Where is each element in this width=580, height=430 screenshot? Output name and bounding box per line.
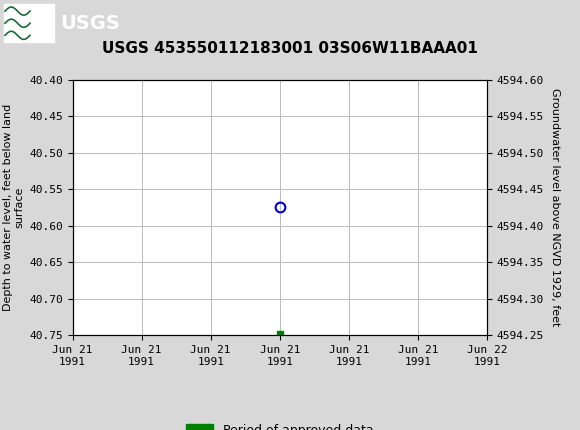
Legend: Period of approved data: Period of approved data	[181, 419, 379, 430]
Bar	[4, 4, 54, 43]
Y-axis label: Depth to water level, feet below land
surface: Depth to water level, feet below land su…	[3, 104, 25, 311]
Y-axis label: Groundwater level above NGVD 1929, feet: Groundwater level above NGVD 1929, feet	[550, 88, 560, 327]
Text: USGS: USGS	[60, 14, 120, 33]
Text: USGS 453550112183001 03S06W11BAAA01: USGS 453550112183001 03S06W11BAAA01	[102, 41, 478, 56]
